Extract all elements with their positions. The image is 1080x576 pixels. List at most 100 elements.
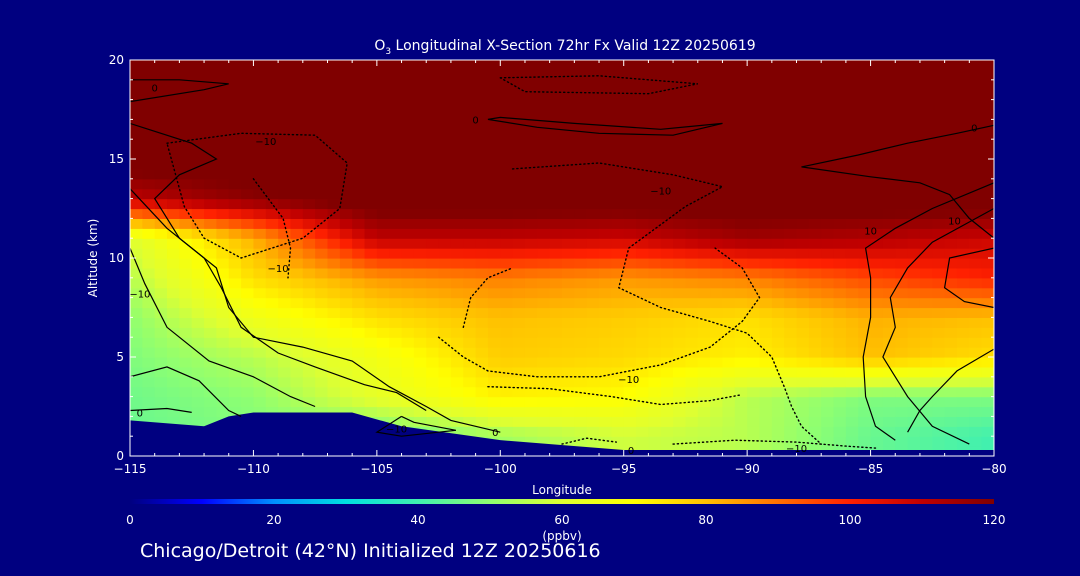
heatmap-cell — [808, 69, 822, 81]
heatmap-cell — [130, 337, 143, 348]
heatmap-cell — [944, 139, 958, 150]
heatmap-cell — [882, 426, 896, 437]
heatmap-cell — [512, 89, 526, 101]
heatmap-cell — [919, 376, 933, 388]
heatmap-cell — [290, 376, 304, 388]
heatmap-cell — [697, 89, 711, 101]
heatmap-cell — [969, 238, 983, 249]
heatmap-cell — [907, 139, 921, 150]
heatmap-cell — [389, 99, 403, 111]
heatmap-cell — [426, 99, 440, 111]
heatmap-cell — [747, 178, 761, 190]
heatmap-cell — [426, 168, 440, 180]
heatmap-cell — [204, 168, 217, 180]
heatmap-cell — [956, 258, 970, 269]
heatmap-cell — [907, 327, 921, 338]
heatmap-cell — [858, 69, 872, 81]
heatmap-cell — [944, 376, 958, 388]
heatmap-cell — [549, 337, 563, 348]
heatmap-cell — [710, 228, 724, 239]
heatmap-cell — [759, 406, 773, 417]
heatmap-cell — [710, 357, 724, 368]
heatmap-cell — [191, 267, 205, 279]
heatmap-cell — [364, 337, 378, 348]
heatmap-cell — [821, 287, 835, 299]
heatmap-cell — [339, 99, 353, 111]
heatmap-cell — [167, 267, 180, 279]
heatmap-cell — [241, 238, 255, 249]
heatmap-cell — [932, 139, 946, 150]
heatmap-cell — [154, 198, 168, 210]
heatmap-cell — [599, 406, 612, 417]
heatmap-cell — [364, 287, 378, 299]
heatmap-cell — [327, 109, 341, 120]
heatmap-cell — [315, 129, 329, 140]
heatmap-cell — [315, 366, 329, 378]
heatmap-cell — [660, 69, 674, 81]
heatmap-cell — [167, 287, 180, 299]
heatmap-cell — [858, 317, 872, 328]
heatmap-cell — [290, 99, 304, 111]
heatmap-cell — [895, 376, 909, 388]
heatmap-cell — [673, 79, 687, 91]
heatmap-cell — [364, 366, 378, 378]
heatmap-cell — [796, 267, 810, 279]
heatmap-cell — [562, 376, 575, 388]
heatmap-cell — [364, 396, 378, 408]
heatmap-cell — [475, 99, 489, 111]
heatmap-cell — [376, 238, 390, 249]
heatmap-cell — [130, 376, 143, 388]
heatmap-cell — [228, 168, 242, 180]
heatmap-cell — [364, 376, 378, 388]
heatmap-cell — [895, 396, 909, 408]
heatmap-cell — [475, 357, 489, 368]
heatmap-cell — [747, 129, 761, 140]
heatmap-cell — [352, 396, 366, 408]
heatmap-cell — [722, 307, 736, 318]
heatmap-cell — [611, 307, 625, 318]
heatmap-cell — [759, 109, 773, 120]
heatmap-cell — [487, 198, 501, 210]
heatmap-cell — [747, 69, 761, 81]
heatmap-cell — [228, 188, 242, 200]
heatmap-cell — [487, 386, 501, 398]
contour-line-solid — [943, 247, 994, 309]
heatmap-cell — [524, 287, 538, 299]
heatmap-cell — [290, 347, 304, 358]
heatmap-cell — [759, 327, 773, 338]
heatmap-cell — [574, 139, 588, 150]
heatmap-cell — [290, 406, 304, 417]
heatmap-cell — [882, 188, 896, 200]
heatmap-cell — [722, 109, 736, 120]
heatmap-cell — [808, 248, 822, 259]
heatmap-cell — [636, 376, 649, 388]
heatmap-cell — [660, 248, 674, 259]
heatmap-cell — [845, 89, 859, 101]
heatmap-cell — [574, 357, 588, 368]
heatmap-cell — [870, 357, 884, 368]
heatmap-cell — [796, 297, 810, 309]
heatmap-cell — [981, 277, 994, 289]
heatmap-cell — [204, 218, 217, 229]
heatmap-cell — [858, 416, 872, 427]
heatmap-cell — [500, 139, 514, 150]
heatmap-cell — [710, 307, 724, 318]
heatmap-cell — [969, 139, 983, 150]
heatmap-cell — [808, 79, 822, 91]
heatmap-cell — [574, 386, 588, 398]
heatmap-cell — [167, 198, 180, 210]
heatmap-cell — [389, 139, 403, 150]
heatmap-cell — [278, 386, 292, 398]
heatmap-cell — [845, 327, 859, 338]
heatmap-cell — [586, 149, 600, 160]
heatmap-cell — [808, 267, 822, 279]
heatmap-cell — [352, 297, 366, 309]
heatmap-cell — [932, 248, 946, 259]
heatmap-cell — [932, 317, 946, 328]
heatmap-cell — [327, 218, 341, 229]
heatmap-cell — [734, 149, 748, 160]
heatmap-cell — [858, 337, 872, 348]
heatmap-cell — [623, 69, 637, 81]
heatmap-cell — [944, 426, 958, 437]
heatmap-cell — [216, 366, 230, 378]
